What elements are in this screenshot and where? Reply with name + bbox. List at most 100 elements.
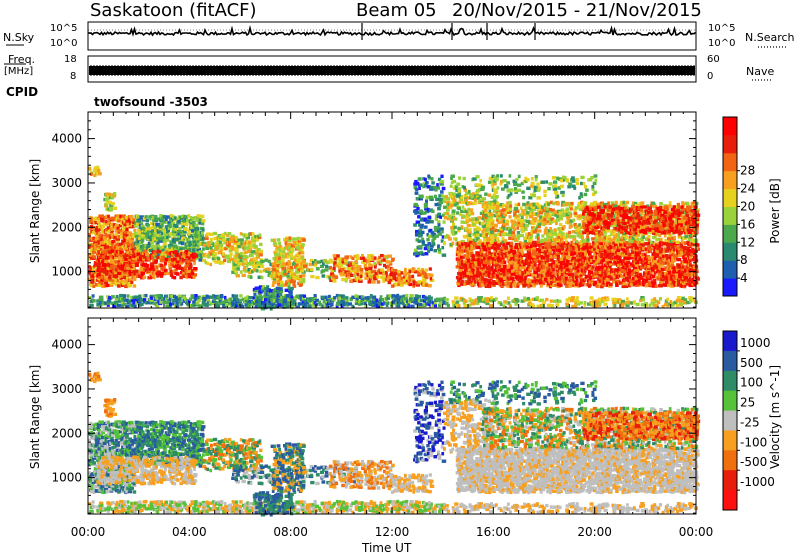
power-cell (123, 276, 126, 279)
power-cell (189, 263, 192, 266)
power-cell (452, 210, 456, 213)
power-cell (439, 216, 442, 219)
power-cell (448, 237, 452, 240)
power-cell (210, 238, 213, 241)
power-cell (648, 256, 652, 259)
power-cell (336, 254, 340, 257)
power-cell (572, 274, 575, 277)
power-cell (210, 233, 213, 236)
power-cell (150, 222, 153, 225)
power-cell (461, 280, 464, 283)
power-cell (380, 254, 384, 257)
power-scatter (88, 166, 700, 311)
power-cell (350, 274, 353, 277)
power-cell (550, 255, 553, 258)
power-cell (111, 250, 114, 253)
power-cell (430, 186, 434, 189)
power-cell (293, 237, 297, 240)
power-cell (675, 255, 678, 258)
power-cell (549, 249, 552, 252)
power-cell (436, 183, 439, 186)
power-cell (259, 243, 263, 246)
power-cell (300, 283, 303, 286)
power-cell (141, 239, 144, 242)
power-cell (339, 257, 342, 260)
power-cell (123, 223, 126, 226)
power-cell (113, 207, 117, 210)
power-cell (206, 232, 210, 235)
power-cell (246, 264, 249, 267)
power-cell (259, 233, 262, 236)
power-cell (374, 256, 377, 259)
power-cell (299, 275, 302, 278)
power-cell (577, 269, 580, 272)
power-cell (287, 274, 290, 277)
power-cell (121, 264, 124, 267)
power-cell (552, 268, 555, 271)
power-cell (249, 254, 253, 257)
power-cell (371, 256, 374, 259)
power-cell (488, 247, 491, 250)
power-cell (440, 190, 444, 193)
power-cell (430, 277, 433, 280)
power-cell (322, 274, 326, 277)
power-cell (485, 233, 488, 236)
power-cell (624, 257, 628, 260)
power-cell (143, 276, 146, 279)
power-cell (474, 243, 477, 246)
power-cell (445, 195, 448, 198)
power-cell (181, 242, 184, 245)
power-cell (540, 246, 543, 249)
power-cell (511, 231, 515, 234)
power-cell (425, 268, 429, 271)
power-cell (217, 257, 220, 260)
power-cell (235, 249, 238, 252)
power-cell (292, 283, 295, 286)
power-cell (291, 248, 294, 251)
power-cell (490, 235, 494, 238)
power-cell (504, 239, 507, 242)
power-cell (340, 272, 344, 275)
power-cell (474, 280, 477, 283)
power-cell (103, 263, 106, 266)
power-cell (346, 255, 349, 258)
power-cell (143, 255, 147, 258)
power-cell (430, 274, 434, 277)
power-cell (192, 221, 196, 224)
power-cell (415, 192, 419, 195)
power-cell (534, 253, 537, 256)
power-cell (408, 275, 411, 278)
power-cell (272, 281, 277, 284)
power-cell (416, 221, 421, 224)
power-cell (178, 227, 181, 230)
power-cell (108, 276, 111, 279)
power-cell (365, 268, 368, 271)
power-cell (426, 238, 429, 241)
power-cell (463, 235, 467, 238)
power-cell (360, 275, 363, 278)
power-cell (437, 220, 440, 223)
power-cell (104, 275, 107, 278)
power-cell (572, 247, 575, 250)
power-cell (515, 207, 518, 210)
power-cell (197, 214, 201, 217)
power-cell (496, 202, 499, 205)
power-cell (494, 224, 498, 227)
power-cell (179, 215, 182, 218)
power-cell (240, 242, 243, 245)
power-cell (201, 215, 205, 218)
power-cell (193, 267, 198, 270)
power-cell (300, 269, 304, 272)
power-cell (278, 257, 281, 260)
power-cell (497, 240, 500, 243)
power-cell (626, 246, 629, 249)
power-cell (156, 266, 159, 269)
power-cell (260, 260, 264, 263)
power-cell (164, 262, 167, 265)
power-cell (110, 260, 115, 263)
power-cell (494, 233, 497, 236)
power-cell (333, 279, 337, 282)
power-cell (175, 228, 178, 231)
power-cell (591, 271, 594, 274)
power-cell (647, 275, 650, 278)
